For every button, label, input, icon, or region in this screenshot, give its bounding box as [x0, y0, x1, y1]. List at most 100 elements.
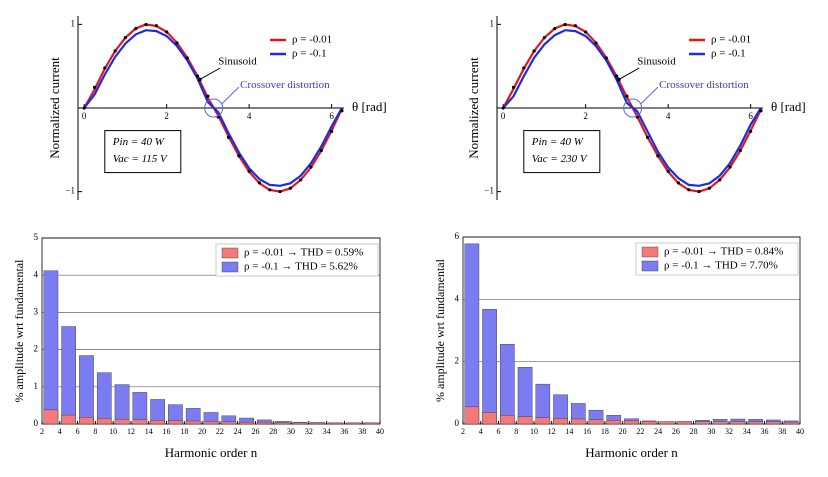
legend-label: ρ = -0.01 → THD = 0.84% [664, 246, 783, 258]
bar [168, 420, 183, 425]
sinusoid-point [299, 178, 303, 182]
sinusoid-point [123, 36, 128, 40]
sinusoid-point [625, 94, 629, 98]
annotation-arrow [618, 67, 640, 80]
y-tick-label: 0 [455, 418, 460, 428]
x-tick-label: 2 [583, 111, 588, 121]
x-tick-label: 2 [164, 111, 169, 121]
sinusoid-point [718, 178, 722, 182]
sinusoid-point [738, 148, 742, 153]
x-tick-label: 10 [109, 427, 117, 436]
bar [659, 421, 675, 425]
bar [221, 421, 237, 425]
x-tick-label: 30 [707, 427, 715, 436]
x-tick-label: 40 [796, 427, 804, 436]
x-tick-label: 8 [514, 427, 518, 436]
sinusoid-point [154, 24, 158, 28]
x-tick-label: 18 [601, 427, 609, 436]
y-axis-label: Normalized current [466, 57, 481, 159]
sinusoid-point [237, 154, 241, 158]
legend-label: ρ = -0.1 → THD = 7.70% [664, 260, 778, 272]
legend-swatch [221, 247, 239, 259]
bar [766, 421, 781, 425]
bar [500, 415, 515, 425]
annotation-leader [221, 86, 240, 105]
x-tick-label: 24 [654, 427, 662, 436]
annotation-leader [640, 86, 659, 105]
annotation: Crossover distortion [659, 79, 749, 91]
x-tick-label: 4 [247, 111, 252, 121]
sinusoid-point [185, 56, 189, 60]
sinusoid-point [288, 186, 292, 190]
sinusoid-point [645, 135, 650, 139]
x-tick-label: 8 [93, 427, 97, 436]
y-tick-label: −1 [484, 186, 494, 196]
series-line [83, 29, 343, 187]
bar [96, 372, 112, 425]
bar [310, 422, 326, 425]
sinusoid-point [553, 27, 557, 31]
sinusoid-point [501, 106, 505, 110]
bar [114, 384, 130, 425]
x-tick-label: 36 [761, 427, 769, 436]
bar [624, 420, 639, 425]
legend-label: ρ = -0.01 [711, 34, 751, 46]
legend-swatch [641, 246, 659, 258]
x-tick-label: 22 [636, 427, 644, 436]
x-axis-label: Harmonic order n [165, 445, 258, 460]
legend-swatch [221, 261, 239, 273]
sinusoid-point [687, 188, 691, 192]
x-tick-label: 16 [163, 427, 171, 436]
sinusoid-point [206, 94, 210, 98]
bar [185, 420, 201, 425]
y-tick-label: 1 [71, 18, 76, 28]
sinusoid-point [257, 181, 262, 185]
sinusoid-point [247, 169, 251, 173]
bar [464, 406, 480, 425]
bar [132, 392, 148, 425]
sinusoid-point [319, 148, 323, 153]
x-tick-label: 4 [666, 111, 671, 121]
sinusoid-point [522, 66, 526, 70]
x-tick-label: 6 [329, 111, 334, 121]
legend-label: ρ = -0.1 [711, 48, 746, 60]
x-tick-label: 14 [145, 427, 153, 436]
bar [79, 417, 94, 425]
sinusoid-point [614, 74, 619, 78]
bar [96, 418, 112, 425]
x-tick-label: 24 [234, 427, 242, 436]
sinusoid-point [656, 154, 660, 158]
bar [292, 422, 308, 425]
sinusoid-point [144, 23, 148, 27]
sinusoid-point [749, 129, 753, 133]
bar [203, 421, 219, 425]
bar [748, 421, 763, 425]
sinusoid-point [594, 41, 598, 45]
legend-label: ρ = -0.1 [292, 48, 327, 60]
x-tick-label: 34 [323, 427, 331, 436]
sinusoid-point [573, 24, 577, 28]
annotation: Sinusoid [218, 56, 257, 68]
annotation-marker [616, 77, 621, 82]
sinusoid-point [666, 169, 670, 173]
bar [641, 420, 657, 425]
annotation: Vac = 230 V [532, 153, 588, 165]
annotation: Pin = 40 W [531, 136, 584, 148]
series-line [502, 29, 762, 187]
x-tick-label: 4 [58, 427, 62, 436]
x-tick-label: 14 [565, 427, 573, 436]
x-tick-label: 0 [82, 111, 87, 121]
x-tick-label: 26 [672, 427, 680, 436]
x-tick-label: 38 [778, 427, 786, 436]
x-tick-label: 18 [180, 427, 188, 436]
sinusoid-point [563, 23, 567, 27]
annotation-box [104, 130, 182, 174]
legend-swatch [641, 260, 659, 272]
legend-label: ρ = -0.1 → THD = 5.62% [244, 261, 358, 273]
x-tick-label: 12 [127, 427, 135, 436]
bar [500, 344, 515, 425]
annotation-marker [197, 77, 202, 82]
bar [114, 418, 130, 425]
